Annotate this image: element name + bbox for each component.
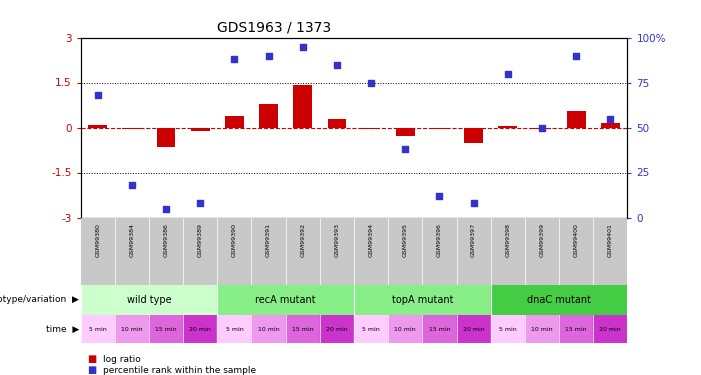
- Bar: [149, 315, 183, 343]
- Point: [536, 124, 547, 130]
- Text: 20 min: 20 min: [463, 327, 484, 332]
- Bar: [252, 315, 286, 343]
- Point: [161, 206, 172, 212]
- Bar: [293, 85, 312, 128]
- Bar: [533, 128, 552, 129]
- Point: [605, 116, 616, 122]
- Bar: [525, 315, 559, 343]
- Bar: [491, 315, 525, 343]
- Text: GSM99401: GSM99401: [608, 223, 613, 257]
- Point: [365, 80, 376, 86]
- Text: wild type: wild type: [127, 295, 171, 305]
- Bar: [286, 315, 320, 343]
- Text: 20 min: 20 min: [189, 327, 211, 332]
- Bar: [156, 128, 175, 147]
- Text: percentile rank within the sample: percentile rank within the sample: [103, 366, 256, 375]
- Text: GSM99389: GSM99389: [198, 223, 203, 257]
- Text: time  ▶: time ▶: [46, 325, 79, 334]
- Text: log ratio: log ratio: [103, 355, 141, 364]
- Text: 5 min: 5 min: [89, 327, 107, 332]
- Text: 10 min: 10 min: [395, 327, 416, 332]
- Text: 5 min: 5 min: [362, 327, 380, 332]
- Bar: [422, 315, 456, 343]
- Text: GSM99395: GSM99395: [403, 223, 408, 257]
- Bar: [183, 315, 217, 343]
- Text: GSM99398: GSM99398: [505, 223, 510, 257]
- Point: [229, 56, 240, 62]
- Text: GSM99390: GSM99390: [232, 223, 237, 257]
- Text: recA mutant: recA mutant: [255, 295, 316, 305]
- Text: 15 min: 15 min: [565, 327, 587, 332]
- Point: [263, 53, 274, 58]
- Text: 5 min: 5 min: [226, 327, 243, 332]
- Text: GSM99384: GSM99384: [130, 223, 135, 257]
- Bar: [566, 111, 585, 128]
- Text: topA mutant: topA mutant: [392, 295, 453, 305]
- Bar: [88, 124, 107, 128]
- Bar: [388, 315, 422, 343]
- Bar: [259, 104, 278, 128]
- Text: GDS1963 / 1373: GDS1963 / 1373: [217, 21, 332, 35]
- Point: [571, 53, 582, 58]
- Bar: [115, 315, 149, 343]
- Text: 5 min: 5 min: [499, 327, 517, 332]
- Text: GSM99399: GSM99399: [540, 223, 545, 257]
- Point: [195, 200, 206, 206]
- Text: 10 min: 10 min: [121, 327, 143, 332]
- Text: GSM99393: GSM99393: [334, 223, 339, 257]
- Text: 10 min: 10 min: [531, 327, 553, 332]
- Text: GSM99391: GSM99391: [266, 223, 271, 257]
- Text: genotype/variation  ▶: genotype/variation ▶: [0, 296, 79, 304]
- Bar: [464, 128, 483, 142]
- Text: GSM99392: GSM99392: [300, 223, 305, 257]
- Bar: [491, 285, 627, 315]
- Bar: [456, 315, 491, 343]
- Bar: [81, 315, 115, 343]
- Bar: [396, 128, 415, 136]
- Point: [92, 92, 103, 98]
- Bar: [191, 128, 210, 131]
- Point: [468, 200, 479, 206]
- Point: [434, 193, 445, 199]
- Point: [502, 70, 513, 76]
- Text: dnaC mutant: dnaC mutant: [527, 295, 591, 305]
- Bar: [559, 315, 593, 343]
- Text: GSM99394: GSM99394: [369, 223, 374, 257]
- Point: [126, 182, 137, 188]
- Bar: [327, 119, 346, 128]
- Point: [297, 44, 308, 50]
- Text: GSM99386: GSM99386: [163, 223, 168, 257]
- Bar: [354, 315, 388, 343]
- Bar: [430, 128, 449, 129]
- Text: 15 min: 15 min: [155, 327, 177, 332]
- Text: GSM99380: GSM99380: [95, 223, 100, 257]
- Point: [400, 146, 411, 152]
- Text: 20 min: 20 min: [599, 327, 621, 332]
- Text: ■: ■: [88, 354, 97, 364]
- Bar: [601, 123, 620, 128]
- Bar: [81, 285, 217, 315]
- Bar: [217, 285, 354, 315]
- Bar: [593, 315, 627, 343]
- Text: GSM99400: GSM99400: [573, 223, 578, 257]
- Bar: [354, 285, 491, 315]
- Text: ■: ■: [88, 366, 97, 375]
- Text: 20 min: 20 min: [326, 327, 348, 332]
- Point: [332, 62, 343, 68]
- Text: 15 min: 15 min: [428, 327, 450, 332]
- Text: GSM99396: GSM99396: [437, 223, 442, 257]
- Text: GSM99397: GSM99397: [471, 223, 476, 257]
- Text: 10 min: 10 min: [258, 327, 280, 332]
- Bar: [123, 128, 142, 129]
- Bar: [498, 126, 517, 128]
- Text: 15 min: 15 min: [292, 327, 313, 332]
- Bar: [320, 315, 354, 343]
- Bar: [362, 128, 381, 129]
- Bar: [217, 315, 252, 343]
- Bar: [225, 116, 244, 128]
